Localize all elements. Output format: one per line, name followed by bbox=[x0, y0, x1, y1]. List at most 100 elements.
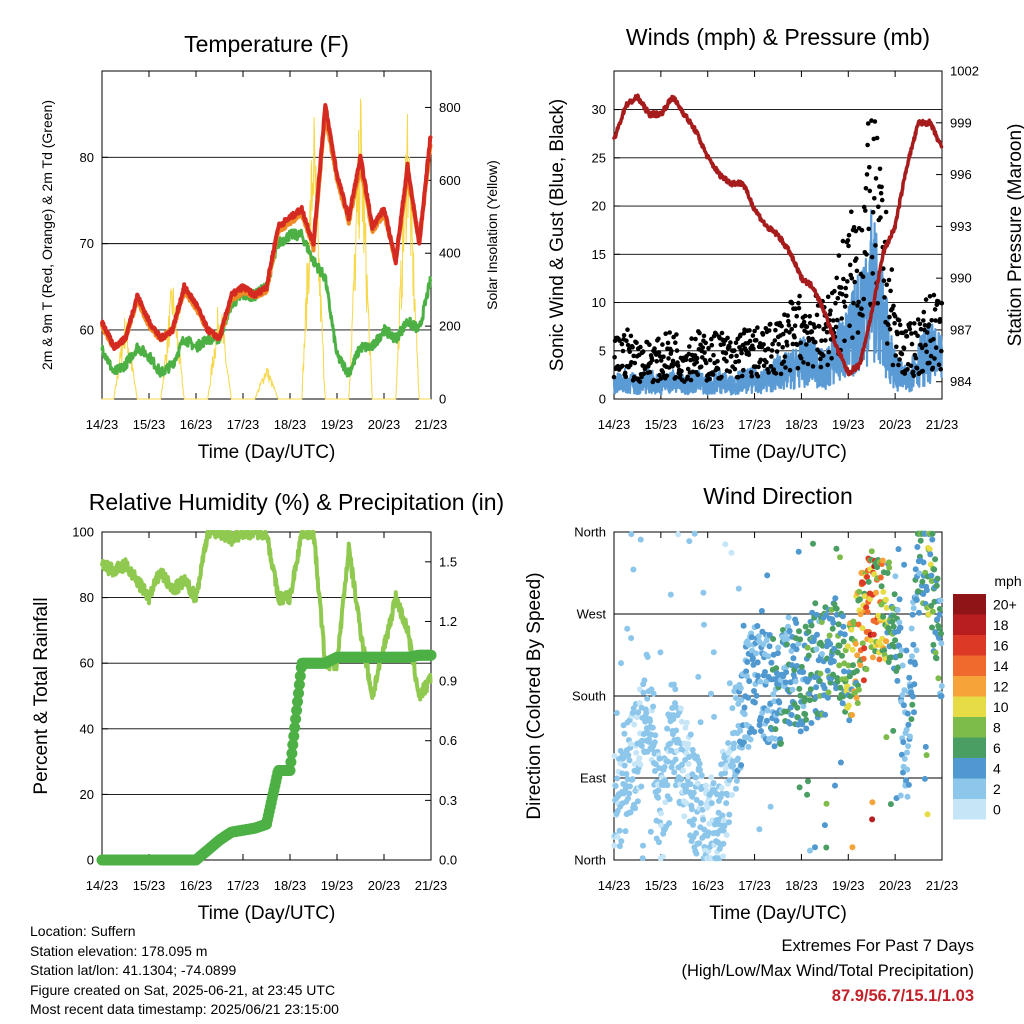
gust-dot bbox=[939, 300, 945, 306]
direction-x-tick-label: 18/23 bbox=[785, 878, 818, 893]
direction-dot bbox=[903, 726, 910, 733]
direction-dot bbox=[693, 850, 700, 857]
direction-dot bbox=[911, 709, 917, 716]
direction-dot bbox=[936, 611, 943, 618]
gust-dot bbox=[630, 345, 635, 350]
direction-dot bbox=[625, 752, 632, 759]
gust-dot bbox=[881, 278, 887, 284]
direction-dot bbox=[636, 700, 643, 706]
direction-dot bbox=[805, 778, 811, 785]
temperature-9m-line bbox=[100, 110, 433, 351]
direction-dot bbox=[898, 647, 905, 654]
direction-dot bbox=[758, 608, 765, 614]
direction-dot bbox=[909, 611, 916, 618]
direction-dot bbox=[666, 796, 673, 803]
gust-dot bbox=[863, 208, 868, 213]
direction-dot bbox=[929, 530, 936, 537]
gust-dot bbox=[825, 362, 830, 368]
gust-dot bbox=[739, 373, 745, 379]
direction-dot bbox=[802, 623, 809, 630]
direction-dot bbox=[751, 728, 758, 735]
direction-dot bbox=[694, 780, 701, 787]
direction-dot bbox=[837, 684, 844, 691]
gust-dot bbox=[732, 348, 737, 353]
direction-dot bbox=[883, 604, 890, 611]
direction-dot bbox=[804, 791, 811, 798]
direction-dot bbox=[813, 646, 820, 653]
gust-dot bbox=[667, 330, 672, 335]
gust-dot bbox=[841, 276, 846, 282]
gust-dot bbox=[647, 342, 652, 348]
direction-dot bbox=[776, 699, 783, 706]
gust-dot bbox=[770, 341, 775, 347]
direction-dot bbox=[753, 650, 759, 657]
direction-dot bbox=[899, 692, 906, 699]
gust-dot bbox=[761, 342, 766, 347]
direction-dot bbox=[869, 654, 876, 661]
direction-dot bbox=[830, 619, 837, 626]
speed-legend-label: 0 bbox=[993, 801, 1001, 817]
direction-dot bbox=[655, 794, 662, 801]
direction-dot bbox=[816, 677, 823, 684]
gust-dot bbox=[861, 296, 866, 302]
gust-dot bbox=[886, 277, 892, 283]
direction-dot bbox=[755, 633, 762, 640]
direction-dot bbox=[672, 686, 679, 693]
gust-dot bbox=[876, 204, 881, 210]
gust-dot bbox=[932, 307, 938, 312]
gust-dot bbox=[758, 357, 764, 363]
gust-dot bbox=[914, 365, 920, 371]
direction-dot bbox=[912, 661, 919, 668]
direction-dot bbox=[735, 755, 741, 762]
gust-dot bbox=[688, 377, 694, 383]
direction-dot bbox=[671, 769, 678, 776]
direction-dot bbox=[644, 654, 651, 660]
direction-x-tick-label: 20/23 bbox=[879, 878, 912, 893]
direction-dot bbox=[726, 680, 733, 687]
direction-dot bbox=[851, 690, 858, 697]
direction-dot bbox=[768, 659, 775, 666]
direction-dot bbox=[807, 847, 813, 854]
station-pressure-line bbox=[612, 93, 944, 377]
gust-dot bbox=[741, 330, 747, 336]
direction-dot bbox=[793, 620, 800, 626]
direction-dot bbox=[908, 625, 915, 632]
direction-dot bbox=[867, 596, 874, 602]
gust-dot bbox=[870, 271, 875, 276]
direction-dot bbox=[880, 588, 887, 595]
direction-dot bbox=[810, 540, 816, 547]
direction-dot bbox=[638, 742, 645, 749]
temperature-x-axis-label: Time (Day/UTC) bbox=[198, 442, 336, 463]
direction-dot bbox=[756, 638, 763, 645]
gust-dot bbox=[729, 353, 734, 359]
direction-dot bbox=[708, 774, 715, 781]
gust-dot bbox=[810, 364, 816, 369]
direction-dot bbox=[778, 740, 784, 747]
speed-legend-title: mph bbox=[994, 573, 1021, 589]
direction-dot bbox=[652, 768, 658, 774]
gust-dot bbox=[638, 344, 643, 350]
gust-dot bbox=[806, 338, 812, 343]
direction-dot bbox=[622, 828, 629, 835]
gust-dot bbox=[879, 184, 884, 190]
direction-dot bbox=[751, 699, 758, 706]
gust-dot bbox=[845, 279, 850, 284]
humidity-x-tick-label: 19/23 bbox=[321, 878, 354, 893]
gust-dot bbox=[755, 373, 761, 379]
direction-dot bbox=[626, 757, 633, 764]
rainfall-dot bbox=[289, 722, 301, 734]
gust-dot bbox=[873, 243, 878, 248]
direction-dot bbox=[853, 695, 860, 701]
direction-dot bbox=[931, 566, 938, 573]
direction-dot bbox=[869, 799, 876, 806]
direction-dot bbox=[933, 655, 940, 662]
direction-dot bbox=[628, 531, 635, 538]
gust-dot bbox=[641, 371, 647, 377]
gust-dot bbox=[703, 360, 709, 366]
direction-dot bbox=[678, 776, 685, 783]
direction-dot bbox=[773, 717, 780, 724]
direction-dot bbox=[664, 725, 671, 732]
gust-dot bbox=[723, 350, 729, 356]
gust-dot bbox=[624, 338, 629, 344]
gust-dot bbox=[657, 354, 663, 359]
